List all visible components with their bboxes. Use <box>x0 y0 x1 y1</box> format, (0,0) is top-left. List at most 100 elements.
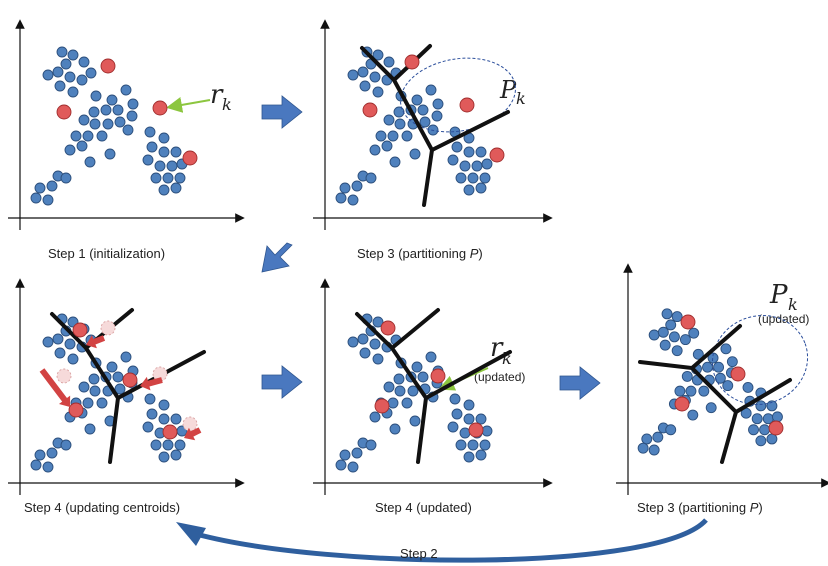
centroid-move-arrow <box>86 335 106 349</box>
data-point <box>407 385 419 397</box>
data-point <box>671 345 683 357</box>
svg-text:k: k <box>502 349 512 368</box>
data-point <box>170 146 182 158</box>
data-point <box>648 444 660 456</box>
data-point <box>475 146 487 158</box>
data-point <box>78 381 90 393</box>
caption-step4-updating: Step 4 (updating centroids) <box>24 500 180 515</box>
data-point <box>720 343 732 355</box>
data-point <box>46 447 58 459</box>
data-point <box>174 439 186 451</box>
data-point <box>369 144 381 156</box>
data-point <box>657 326 669 338</box>
data-point <box>34 182 46 194</box>
data-point <box>60 439 72 451</box>
loop-arrow <box>176 522 700 563</box>
data-point <box>347 194 359 206</box>
svg-text:k: k <box>222 95 232 114</box>
step2-label: Step 2 <box>400 546 438 561</box>
data-point <box>755 400 767 412</box>
partition-region-outline <box>400 57 516 133</box>
data-point <box>351 180 363 192</box>
data-point <box>104 148 116 160</box>
data-point <box>96 130 108 142</box>
centroid <box>100 58 116 74</box>
centroid <box>680 314 696 330</box>
data-point <box>146 408 158 420</box>
data-point <box>76 74 88 86</box>
data-point <box>702 361 713 373</box>
data-point <box>714 372 726 384</box>
data-point <box>162 439 174 451</box>
centroid <box>152 100 168 116</box>
data-point <box>114 383 126 395</box>
data-point <box>463 184 475 196</box>
centroid <box>68 402 84 418</box>
data-point <box>668 331 680 343</box>
data-point <box>78 56 90 68</box>
data-point <box>459 160 471 172</box>
data-point <box>431 110 443 122</box>
data-point <box>449 393 461 405</box>
data-point <box>112 371 124 383</box>
data-point <box>475 182 487 194</box>
data-point <box>158 399 170 411</box>
data-point <box>375 130 387 142</box>
centroid <box>404 54 420 70</box>
caption-step3: Step 3 (partitioning P) <box>357 246 483 261</box>
data-point <box>127 98 139 110</box>
panel-step3-repartition: Step 3 (partitioning P) P k (updated) <box>616 263 828 515</box>
data-point <box>648 329 660 341</box>
svg-text:P: P <box>769 280 788 310</box>
data-point <box>432 98 444 110</box>
data-point <box>347 336 359 348</box>
data-point <box>679 334 691 346</box>
loop-arrow-head <box>176 522 206 546</box>
data-point <box>387 397 399 409</box>
centroid <box>122 372 138 388</box>
centroid <box>468 422 484 438</box>
data-point <box>42 336 54 348</box>
data-point <box>30 459 42 471</box>
data-point <box>166 160 178 172</box>
data-point <box>106 94 118 106</box>
loop-arrow-body <box>195 518 708 563</box>
down-left-arrow <box>261 242 293 273</box>
data-point <box>394 118 406 130</box>
data-point <box>100 104 112 116</box>
data-point <box>409 148 421 160</box>
data-point <box>759 424 771 436</box>
data-point <box>455 172 467 184</box>
data-point <box>106 361 118 373</box>
data-point <box>365 439 377 451</box>
svg-text:(updated): (updated) <box>474 370 525 384</box>
centroid <box>459 97 475 113</box>
data-point <box>447 154 459 166</box>
data-point <box>150 172 162 184</box>
data-point <box>681 370 693 382</box>
data-point <box>56 46 68 58</box>
data-point <box>357 66 369 78</box>
data-point <box>347 69 359 81</box>
data-point <box>417 104 429 116</box>
data-point <box>120 351 132 363</box>
data-point <box>471 160 483 172</box>
data-point <box>674 385 686 397</box>
data-point <box>383 114 395 126</box>
svg-text:k: k <box>516 89 526 108</box>
partition-boundary <box>355 312 429 464</box>
data-point <box>372 86 384 98</box>
data-point <box>742 381 754 393</box>
data-point <box>387 130 399 142</box>
data-point <box>42 69 54 81</box>
data-point <box>451 408 463 420</box>
data-point <box>112 104 124 116</box>
data-point <box>158 184 170 196</box>
svg-text:(updated): (updated) <box>758 312 809 326</box>
data-point <box>359 80 371 92</box>
centroid <box>674 396 690 412</box>
data-point <box>383 381 395 393</box>
data-point <box>158 413 170 425</box>
data-point <box>46 180 58 192</box>
data-point <box>89 118 101 130</box>
